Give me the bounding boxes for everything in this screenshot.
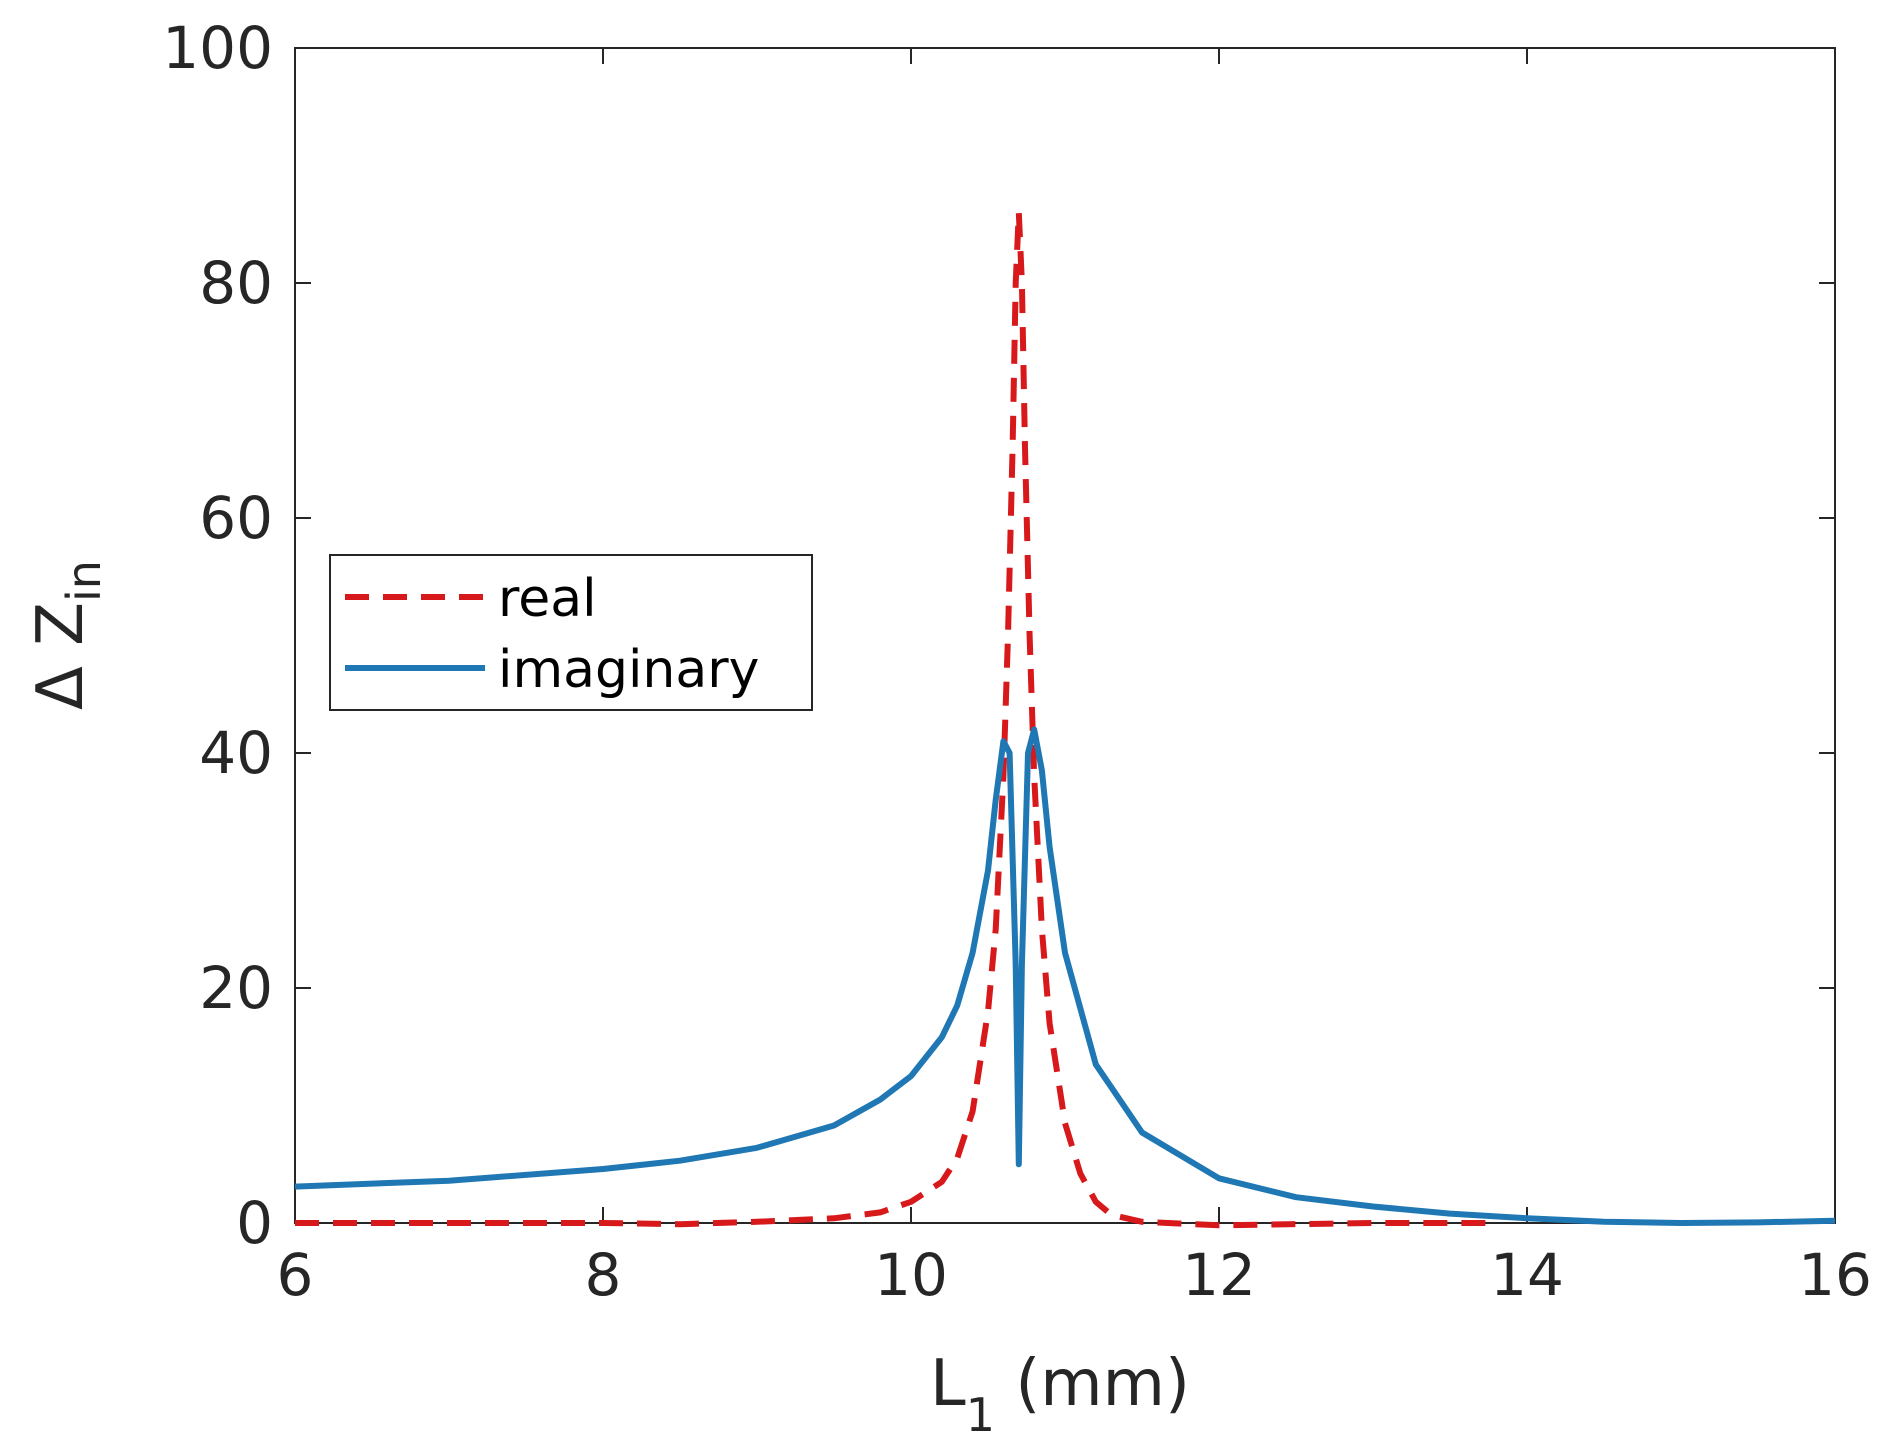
series-line-real bbox=[295, 209, 1497, 1229]
y-axis-title-sub: in bbox=[57, 560, 111, 602]
x-axis-title-unit: (mm) bbox=[995, 1347, 1190, 1421]
x-axis-title-sub: 1 bbox=[966, 1388, 995, 1442]
tick-labels: 6 8 10 12 14 16 0 20 40 60 80 100 bbox=[162, 14, 1872, 1309]
x-axis-title: L1 (mm) bbox=[930, 1347, 1190, 1442]
y-axis-title-main: Δ Z bbox=[24, 602, 98, 710]
y-axis-title: Δ Zin bbox=[24, 560, 111, 710]
legend-box bbox=[329, 554, 813, 711]
series-line-imaginary bbox=[294, 726, 1836, 1226]
legend: real imaginary bbox=[329, 554, 813, 711]
y-tick-label: 40 bbox=[199, 719, 273, 787]
x-tick-label: 6 bbox=[277, 1241, 314, 1309]
y-tick-label: 60 bbox=[199, 484, 273, 552]
y-tick-label: 100 bbox=[162, 14, 273, 82]
legend-label-imaginary: imaginary bbox=[498, 640, 759, 700]
legend-label-real: real bbox=[498, 569, 597, 629]
x-axis-title-main: L bbox=[930, 1347, 966, 1421]
x-tick-label: 8 bbox=[585, 1241, 622, 1309]
x-tick-label: 12 bbox=[1182, 1241, 1256, 1309]
y-tick-label: 0 bbox=[236, 1189, 273, 1257]
y-tick-label: 20 bbox=[199, 954, 273, 1022]
series-layer bbox=[294, 209, 1836, 1229]
y-tick-label: 80 bbox=[199, 249, 273, 317]
x-tick-label: 14 bbox=[1490, 1241, 1564, 1309]
x-tick-label: 10 bbox=[874, 1241, 948, 1309]
x-tick-label: 16 bbox=[1798, 1241, 1872, 1309]
